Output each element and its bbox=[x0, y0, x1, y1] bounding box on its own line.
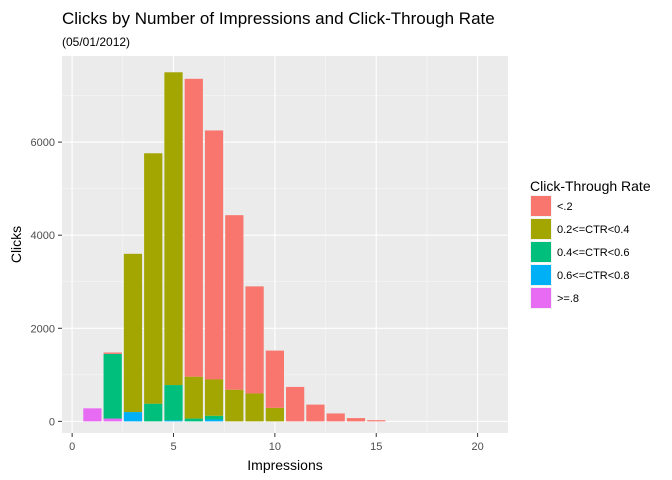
bar-segment bbox=[306, 404, 325, 422]
legend: Click-Through Rate <.2 0.2<=CTR<0.4 0.4<=C… bbox=[530, 178, 651, 309]
legend-key bbox=[531, 219, 551, 239]
bar-segment bbox=[103, 353, 122, 419]
x-tick-label: 10 bbox=[269, 441, 281, 453]
grid-minor bbox=[62, 56, 508, 433]
bar-segment bbox=[326, 413, 345, 422]
legend-label: <.2 bbox=[557, 201, 573, 213]
chart-subtitle: (05/01/2012) bbox=[62, 35, 130, 49]
bar-segment bbox=[204, 130, 224, 380]
bar-segment bbox=[83, 408, 102, 422]
bar-segment bbox=[123, 253, 143, 413]
x-axis-title: Impressions bbox=[247, 457, 322, 473]
bar-segment bbox=[164, 72, 183, 386]
legend-label: 0.6<=CTR<0.8 bbox=[557, 270, 629, 282]
legend-label: >=.8 bbox=[557, 293, 579, 305]
x-tick-label: 20 bbox=[471, 441, 483, 453]
y-tick-label: 2000 bbox=[31, 323, 55, 335]
legend-key bbox=[531, 242, 551, 262]
bar-segment bbox=[367, 420, 386, 422]
bar-segment bbox=[123, 412, 143, 422]
bar-segment bbox=[225, 389, 244, 422]
y-axis-title: Clicks bbox=[8, 226, 24, 263]
bar-segment bbox=[103, 418, 122, 422]
bar-segment bbox=[144, 153, 163, 404]
bar-segment bbox=[225, 215, 244, 390]
x-axis: 0 5 10 15 20 bbox=[69, 433, 484, 453]
y-tick-label: 6000 bbox=[31, 137, 55, 149]
bar-segment bbox=[204, 379, 224, 416]
x-tick-label: 15 bbox=[370, 441, 382, 453]
bar-segment bbox=[164, 385, 183, 421]
legend-key bbox=[531, 196, 551, 216]
bar-segment bbox=[184, 78, 203, 377]
bar-segment bbox=[286, 386, 305, 422]
chart-title: Clicks by Number of Impressions and Clic… bbox=[62, 9, 495, 28]
bars-group bbox=[83, 72, 386, 422]
legend-title: Click-Through Rate bbox=[530, 178, 651, 194]
bar-segment bbox=[245, 393, 264, 422]
bar-segment bbox=[346, 418, 366, 422]
bar-segment bbox=[103, 352, 122, 354]
y-axis: 0 2000 4000 6000 bbox=[31, 137, 62, 428]
legend-key bbox=[531, 265, 551, 285]
bar-segment bbox=[164, 420, 183, 422]
x-tick-label: 5 bbox=[170, 441, 176, 453]
bar-segment bbox=[265, 407, 284, 422]
bar-segment bbox=[204, 419, 224, 422]
legend-label: 0.4<=CTR<0.6 bbox=[557, 247, 629, 259]
bar-segment bbox=[144, 403, 163, 422]
y-tick-label: 4000 bbox=[31, 230, 55, 242]
bar-segment bbox=[184, 418, 203, 422]
bar-segment bbox=[245, 286, 264, 394]
bar-segment bbox=[184, 376, 203, 419]
bar-segment bbox=[204, 415, 224, 420]
legend-key bbox=[531, 288, 551, 308]
y-tick-label: 0 bbox=[49, 416, 55, 428]
bar-segment bbox=[265, 350, 284, 408]
legend-label: 0.2<=CTR<0.4 bbox=[557, 224, 629, 236]
x-tick-label: 0 bbox=[69, 441, 75, 453]
